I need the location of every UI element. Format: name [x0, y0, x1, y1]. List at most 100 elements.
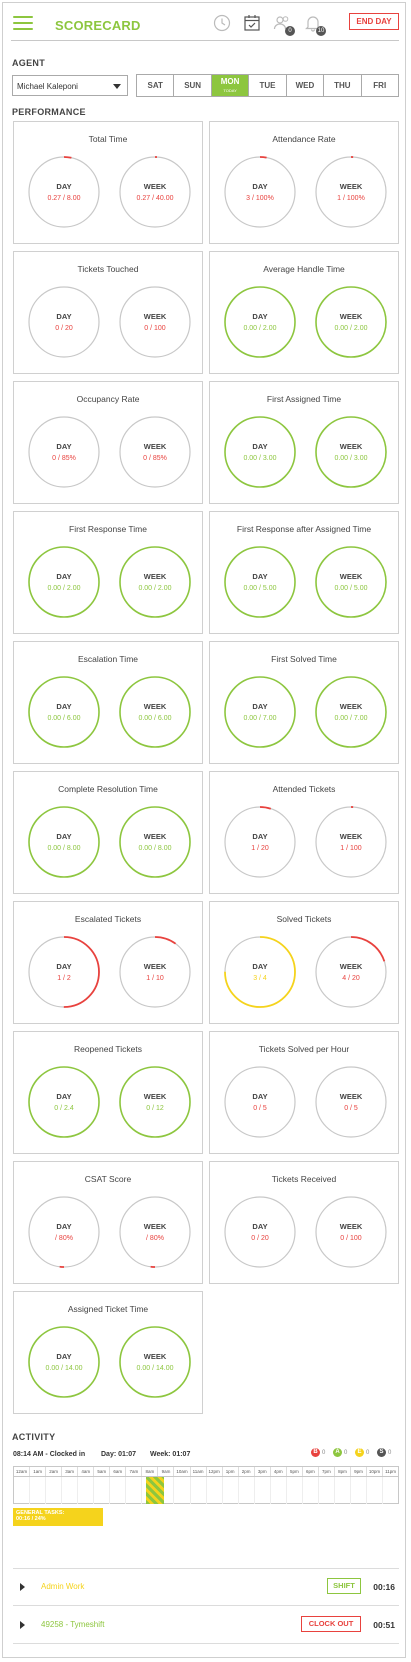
week-progress-ring: WEEK 1 / 100	[314, 805, 388, 879]
day-tab-tue[interactable]: TUE	[249, 75, 287, 96]
timeline-hour-label: 2pm	[239, 1467, 255, 1476]
week-progress-ring: WEEK 0 / 12	[118, 1065, 192, 1139]
day-value: / 80%	[55, 1235, 73, 1242]
day-label: DAY	[252, 312, 268, 321]
week-progress-ring: WEEK 0.00 / 7.00	[314, 675, 388, 749]
app-title: SCORECARD	[55, 18, 141, 33]
expand-arrow-icon[interactable]	[20, 1583, 25, 1591]
agent-select[interactable]: Michael Kaleponi	[12, 75, 128, 96]
metric-card-csat-score: CSAT Score DAY / 80% WEEK / 80%	[13, 1161, 203, 1284]
day-tab-thu[interactable]: THU	[324, 75, 362, 96]
ring-track	[28, 546, 100, 618]
clock-out-button[interactable]: CLOCK OUT	[301, 1616, 361, 1632]
day-label: DAY	[252, 442, 268, 451]
day-tab-sat[interactable]: SAT	[137, 75, 175, 96]
day-tab-wed[interactable]: WED	[287, 75, 325, 96]
general-tasks-bar[interactable]: GENERAL TASKS: 00:16 / 24%	[13, 1508, 103, 1526]
ring-progress-arc	[28, 156, 100, 228]
timeline-hour-label: 9pm	[351, 1467, 368, 1476]
timeline-hour-label: 6am	[110, 1467, 127, 1476]
bell-icon[interactable]: 10	[304, 14, 326, 36]
metric-card-attended-tickets: Attended Tickets DAY 1 / 20 WEEK 1 / 100	[209, 771, 399, 894]
timeline-hour-label: 5pm	[287, 1467, 303, 1476]
day-total: Day: 01:07	[101, 1451, 137, 1458]
ring-track	[28, 676, 100, 748]
day-value: 0 / 85%	[52, 455, 76, 462]
week-label: WEEK	[143, 1092, 167, 1101]
ring-progress-arc	[28, 936, 100, 1008]
ring-track	[224, 1066, 296, 1138]
timeline-hour-slot	[46, 1477, 63, 1504]
timeline-shift-block[interactable]	[145, 1477, 165, 1504]
ring-track	[315, 676, 387, 748]
metric-card-title: Complete Resolution Time	[58, 784, 158, 794]
day-value: 0 / 20	[251, 1235, 269, 1242]
ring-track	[315, 286, 387, 358]
legend-count: 0	[344, 1450, 348, 1457]
timeline-hour-slot	[303, 1477, 319, 1504]
metric-card-first-solved-time: First Solved Time DAY 0.00 / 7.00 WEEK 0.00 …	[209, 641, 399, 764]
ring-track	[119, 546, 191, 618]
day-tab-fri[interactable]: FRI	[362, 75, 398, 96]
app-frame: SCORECARD 0 10 END DAY AGENT Michael Kal…	[2, 2, 406, 1658]
timeline-hour-slot	[383, 1477, 398, 1504]
day-progress-ring: DAY 0 / 2.4	[27, 1065, 101, 1139]
week-label: WEEK	[339, 182, 363, 191]
week-label: WEEK	[339, 1092, 363, 1101]
ring-track	[119, 286, 191, 358]
metric-card-assigned-ticket-time: Assigned Ticket Time DAY 0.00 / 14.00 WEEK 0…	[13, 1291, 203, 1414]
task-name[interactable]: 49258 - Tymeshift	[41, 1620, 105, 1629]
day-label: DAY	[252, 1092, 268, 1101]
ring-track	[224, 286, 296, 358]
week-value: 1 / 10	[146, 975, 164, 982]
day-tab-mon[interactable]: MON TODAY	[211, 75, 250, 96]
task-duration: 00:16	[373, 1582, 395, 1592]
metric-card-tickets-solved-per-hour: Tickets Solved per Hour DAY 0 / 5 WEEK 0 / 5	[209, 1031, 399, 1154]
metric-card-solved-tickets: Solved Tickets DAY 3 / 4 WEEK 4 / 20	[209, 901, 399, 1024]
timeline-hour-label: 3am	[62, 1467, 79, 1476]
week-progress-ring: WEEK 4 / 20	[314, 935, 388, 1009]
metric-card-first-response-after-assigned-time: First Response after Assigned Time DAY 0.0…	[209, 511, 399, 634]
week-value: 4 / 20	[342, 975, 360, 982]
week-value: 0.00 / 3.00	[334, 455, 368, 462]
shift-button[interactable]: SHIFT	[327, 1578, 361, 1594]
week-label: WEEK	[143, 702, 167, 711]
calendar-check-icon[interactable]	[243, 14, 261, 32]
timeline-hour-label: 2am	[46, 1467, 63, 1476]
week-value: / 80%	[146, 1235, 164, 1242]
ring-track	[28, 1326, 100, 1398]
clocked-in-status: 08:14 AM - Clocked in	[13, 1451, 86, 1458]
week-label: WEEK	[143, 572, 167, 581]
timeline-hour-slot	[191, 1477, 207, 1504]
week-label: WEEK	[339, 832, 363, 841]
day-tab-sun[interactable]: SUN	[174, 75, 212, 96]
users-icon[interactable]: 0	[273, 14, 295, 36]
day-value: 0.00 / 6.00	[47, 715, 81, 722]
caret-down-icon	[113, 84, 121, 89]
week-label: WEEK	[339, 1222, 363, 1231]
timeline-hour-slot	[287, 1477, 303, 1504]
day-label: DAY	[56, 572, 72, 581]
week-progress-ring: WEEK 1 / 100%	[314, 155, 388, 229]
week-value: 0.00 / 7.00	[334, 715, 368, 722]
day-progress-ring: DAY 0 / 20	[223, 1195, 297, 1269]
week-value: 0 / 12	[146, 1105, 164, 1112]
end-day-button[interactable]: END DAY	[349, 13, 399, 30]
bell-badge: 10	[316, 26, 326, 36]
legend-dot: S	[377, 1448, 386, 1457]
metric-card-first-response-time: First Response Time DAY 0.00 / 2.00 WEEK 0.0…	[13, 511, 203, 634]
day-progress-ring: DAY 0 / 85%	[27, 415, 101, 489]
week-label: WEEK	[339, 702, 363, 711]
day-label: DAY	[252, 1222, 268, 1231]
expand-arrow-icon[interactable]	[20, 1621, 25, 1629]
week-progress-ring: WEEK 0 / 100	[118, 285, 192, 359]
day-progress-ring: DAY 0.00 / 8.00	[27, 805, 101, 879]
ring-track	[224, 806, 296, 878]
timeline-hour-label: 5am	[94, 1467, 111, 1476]
day-tab-label: WED	[295, 81, 315, 90]
task-name[interactable]: Admin Work	[41, 1582, 85, 1591]
header: SCORECARD 0 10 END DAY	[3, 3, 407, 43]
clock-icon[interactable]	[213, 14, 231, 32]
ring-track	[315, 156, 387, 228]
menu-icon[interactable]	[13, 16, 33, 30]
